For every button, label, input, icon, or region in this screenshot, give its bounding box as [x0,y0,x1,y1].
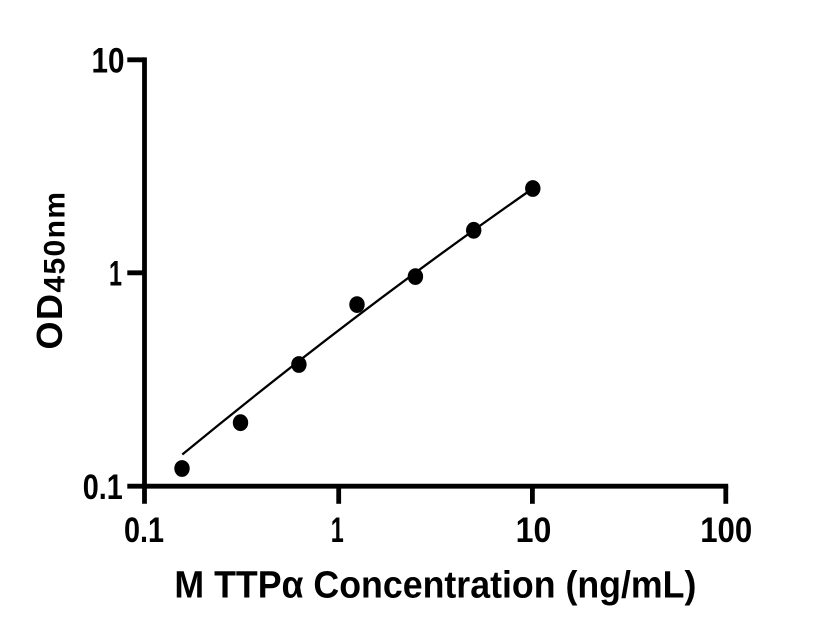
svg-text:0.1: 0.1 [83,468,123,507]
svg-text:100: 100 [700,511,752,550]
svg-text:1: 1 [331,511,344,550]
svg-text:1: 1 [109,255,122,294]
svg-text:M TTPα Concentration (ng/mL): M TTPα Concentration (ng/mL) [174,565,696,607]
svg-text:10: 10 [516,511,552,550]
svg-text:0.1: 0.1 [124,511,164,550]
svg-text:10: 10 [92,42,125,81]
